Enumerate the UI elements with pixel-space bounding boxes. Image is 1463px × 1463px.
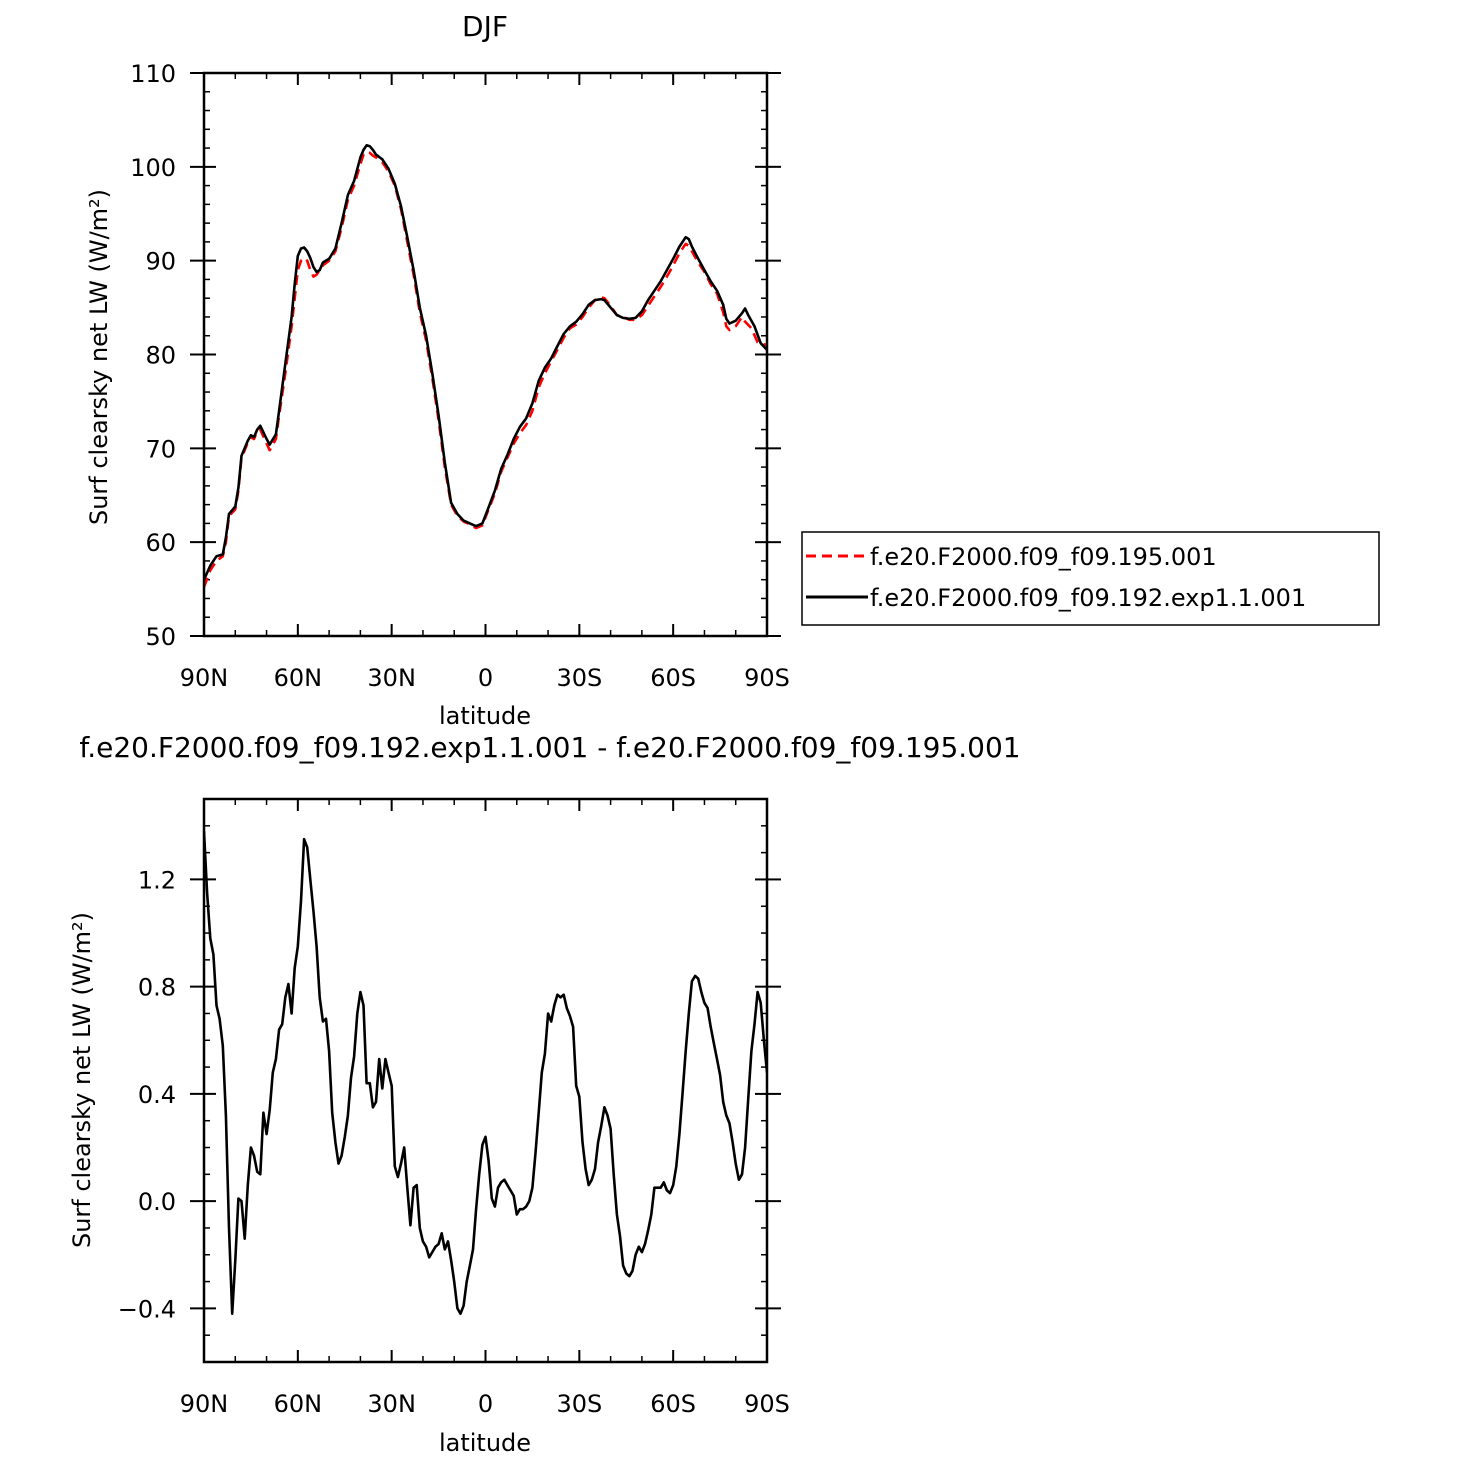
- x-tick-label: 30N: [367, 1390, 416, 1418]
- x-tick-label: 60N: [274, 1390, 323, 1418]
- x-tick-label: 90S: [744, 1390, 790, 1418]
- y-tick-label: 80: [145, 342, 176, 370]
- y-tick-label: 0.8: [138, 974, 176, 1002]
- x-tick-label: 60N: [274, 664, 323, 692]
- series-line-1: [204, 150, 767, 588]
- y-tick-label: 0.4: [138, 1081, 176, 1109]
- bottom-x-axis-label: latitude: [439, 1429, 531, 1457]
- legend: f.e20.F2000.f09_f09.195.001 f.e20.F2000.…: [801, 531, 1380, 626]
- y-tick-label: 110: [130, 60, 176, 88]
- legend-label-series-2: f.e20.F2000.f09_f09.192.exp1.1.001: [870, 584, 1306, 612]
- top-x-axis-label: latitude: [439, 702, 531, 730]
- bottom-y-axis-label: Surf clearsky net LW (W/m²): [68, 912, 96, 1248]
- y-tick-label: 0.0: [138, 1188, 176, 1216]
- top-plot-frame: [202, 71, 769, 638]
- x-tick-label: 0: [478, 664, 493, 692]
- legend-label-series-1: f.e20.F2000.f09_f09.195.001: [870, 543, 1217, 571]
- x-tick-label: 0: [478, 1390, 493, 1418]
- x-tick-label: 60S: [650, 664, 696, 692]
- top-title: DJF: [462, 10, 508, 43]
- y-tick-label: 70: [145, 435, 176, 463]
- x-tick-label: 30N: [367, 664, 416, 692]
- bottom-panel: f.e20.F2000.f09_f09.192.exp1.1.001 - f.e…: [68, 731, 1021, 1457]
- y-tick-label: 100: [130, 154, 176, 182]
- y-tick-label: 1.2: [138, 866, 176, 894]
- bottom-title: f.e20.F2000.f09_f09.192.exp1.1.001 - f.e…: [79, 731, 1020, 764]
- x-tick-label: 90N: [180, 1390, 229, 1418]
- series-line-2: [204, 144, 767, 581]
- x-tick-label: 30S: [556, 1390, 602, 1418]
- x-tick-label: 90N: [180, 664, 229, 692]
- y-tick-label: −0.4: [118, 1295, 176, 1323]
- bottom-plot-frame: [202, 797, 769, 1364]
- x-tick-label: 90S: [744, 664, 790, 692]
- series-line-1: [204, 831, 767, 1315]
- x-tick-label: 60S: [650, 1390, 696, 1418]
- y-tick-label: 50: [145, 623, 176, 651]
- x-tick-label: 30S: [556, 664, 602, 692]
- legend-box: [801, 531, 1380, 626]
- y-tick-label: 90: [145, 248, 176, 276]
- y-tick-label: 60: [145, 529, 176, 557]
- top-y-axis-label: Surf clearsky net LW (W/m²): [85, 189, 113, 525]
- top-panel: DJF 90N 60N 30N 0 30S 60S 90S 50 60 70 80 90 100 110…: [85, 10, 1380, 730]
